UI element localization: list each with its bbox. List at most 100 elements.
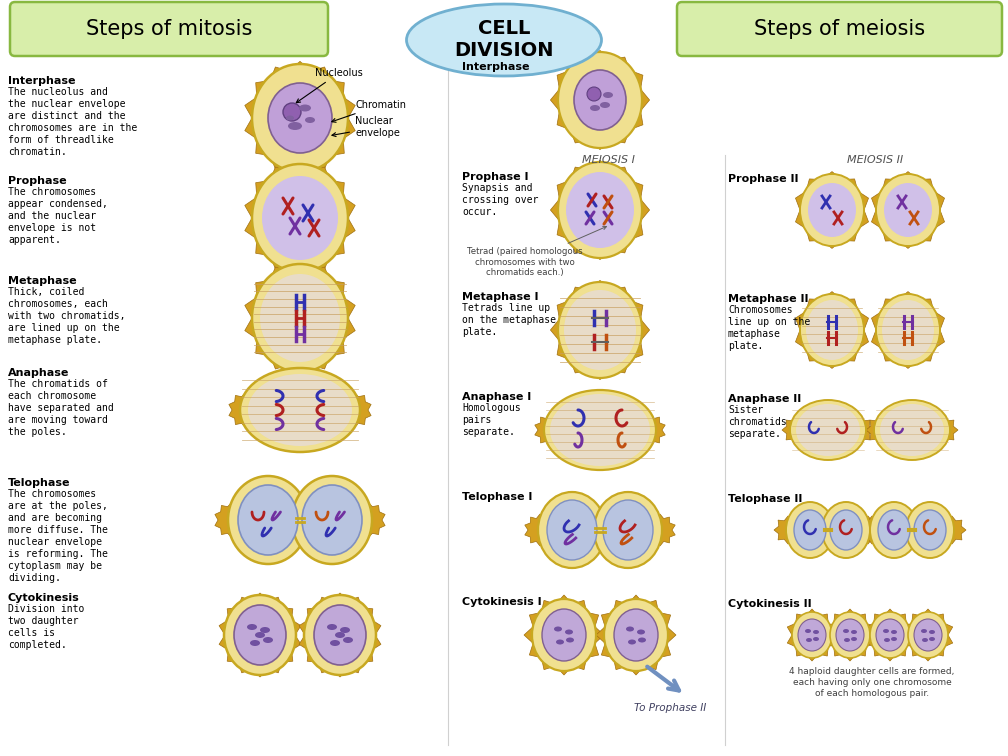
- Ellipse shape: [851, 630, 857, 634]
- Ellipse shape: [884, 638, 890, 642]
- Ellipse shape: [558, 282, 642, 378]
- Text: Cytokinesis I: Cytokinesis I: [462, 597, 541, 607]
- Ellipse shape: [790, 400, 866, 460]
- Ellipse shape: [806, 638, 812, 642]
- Ellipse shape: [882, 300, 934, 360]
- Ellipse shape: [876, 294, 940, 366]
- Ellipse shape: [335, 632, 345, 638]
- Polygon shape: [524, 595, 604, 675]
- Text: Steps of mitosis: Steps of mitosis: [86, 19, 252, 39]
- Ellipse shape: [260, 627, 270, 633]
- Ellipse shape: [844, 638, 850, 642]
- Ellipse shape: [603, 500, 653, 560]
- Ellipse shape: [547, 500, 597, 560]
- FancyBboxPatch shape: [677, 2, 1002, 56]
- Ellipse shape: [538, 492, 606, 568]
- Ellipse shape: [566, 172, 634, 248]
- Text: Telophase: Telophase: [8, 478, 71, 488]
- Ellipse shape: [798, 619, 826, 651]
- Text: Chromatin: Chromatin: [332, 100, 406, 122]
- Text: Telophase I: Telophase I: [462, 492, 532, 502]
- Ellipse shape: [330, 640, 340, 646]
- Text: Telophase II: Telophase II: [728, 494, 802, 504]
- Text: Chromosomes
line up on the
metaphase
plate.: Chromosomes line up on the metaphase pla…: [728, 305, 810, 351]
- Polygon shape: [872, 172, 944, 249]
- Polygon shape: [351, 502, 385, 538]
- Ellipse shape: [603, 92, 613, 98]
- Ellipse shape: [305, 117, 314, 123]
- Ellipse shape: [891, 637, 897, 641]
- Polygon shape: [550, 160, 649, 259]
- Ellipse shape: [292, 476, 372, 564]
- Polygon shape: [774, 516, 802, 544]
- Polygon shape: [245, 61, 355, 175]
- Ellipse shape: [255, 632, 265, 638]
- Text: Tetrad (paired homologous
chromosomes with two
chromatids each.): Tetrad (paired homologous chromosomes wi…: [467, 226, 607, 277]
- Ellipse shape: [883, 629, 889, 633]
- Ellipse shape: [874, 400, 950, 460]
- Ellipse shape: [638, 637, 646, 643]
- Ellipse shape: [558, 162, 642, 258]
- Ellipse shape: [594, 492, 662, 568]
- Polygon shape: [795, 292, 869, 368]
- Ellipse shape: [252, 164, 348, 272]
- Polygon shape: [299, 593, 381, 677]
- Text: Anaphase II: Anaphase II: [728, 394, 801, 404]
- Ellipse shape: [637, 630, 645, 634]
- Polygon shape: [219, 593, 301, 677]
- Ellipse shape: [406, 4, 602, 76]
- Ellipse shape: [794, 510, 826, 550]
- Ellipse shape: [556, 640, 564, 645]
- Text: Prophase II: Prophase II: [728, 174, 798, 184]
- Polygon shape: [866, 416, 894, 444]
- Polygon shape: [782, 416, 810, 444]
- Text: Nucleolus: Nucleolus: [296, 68, 363, 103]
- Circle shape: [587, 87, 601, 101]
- Ellipse shape: [565, 630, 573, 634]
- Text: Interphase: Interphase: [8, 76, 76, 86]
- Polygon shape: [795, 172, 869, 249]
- Ellipse shape: [914, 510, 946, 550]
- Ellipse shape: [304, 595, 376, 675]
- Ellipse shape: [224, 595, 296, 675]
- Ellipse shape: [558, 52, 642, 148]
- Ellipse shape: [808, 183, 856, 237]
- Polygon shape: [535, 414, 565, 446]
- Polygon shape: [550, 280, 649, 380]
- Polygon shape: [854, 516, 882, 544]
- Polygon shape: [858, 516, 886, 544]
- Ellipse shape: [554, 627, 562, 631]
- Ellipse shape: [263, 637, 273, 643]
- Polygon shape: [635, 414, 665, 446]
- Ellipse shape: [590, 105, 600, 111]
- Ellipse shape: [600, 102, 610, 108]
- Ellipse shape: [830, 510, 862, 550]
- Ellipse shape: [914, 619, 942, 651]
- Ellipse shape: [805, 629, 811, 633]
- Ellipse shape: [288, 122, 302, 130]
- Ellipse shape: [248, 374, 352, 446]
- Text: MEIOSIS II: MEIOSIS II: [847, 155, 903, 165]
- Text: Anaphase: Anaphase: [8, 368, 70, 378]
- FancyBboxPatch shape: [10, 2, 328, 56]
- Circle shape: [283, 103, 301, 121]
- Polygon shape: [229, 392, 263, 428]
- Ellipse shape: [574, 70, 626, 130]
- Polygon shape: [215, 502, 249, 538]
- Text: 4 haploid daughter cells are formed,
each having only one chromosome
of each hom: 4 haploid daughter cells are formed, eac…: [789, 667, 955, 699]
- Ellipse shape: [343, 637, 353, 643]
- Ellipse shape: [908, 612, 948, 658]
- Ellipse shape: [542, 609, 586, 661]
- Ellipse shape: [564, 290, 636, 370]
- Ellipse shape: [851, 637, 857, 641]
- Ellipse shape: [532, 599, 596, 671]
- Text: The chromosomes
appear condensed,
and the nuclear
envelope is not
apparent.: The chromosomes appear condensed, and th…: [8, 187, 108, 245]
- Text: The nucleolus and
the nuclear envelope
are distinct and the
chromosomes are in t: The nucleolus and the nuclear envelope a…: [8, 87, 137, 157]
- Ellipse shape: [299, 104, 311, 111]
- Ellipse shape: [843, 629, 849, 633]
- Ellipse shape: [240, 368, 360, 452]
- Polygon shape: [787, 609, 837, 661]
- Text: Tetrads line up
on the metaphase
plate.: Tetrads line up on the metaphase plate.: [462, 303, 556, 337]
- Text: Prophase: Prophase: [8, 176, 67, 186]
- Polygon shape: [596, 595, 676, 675]
